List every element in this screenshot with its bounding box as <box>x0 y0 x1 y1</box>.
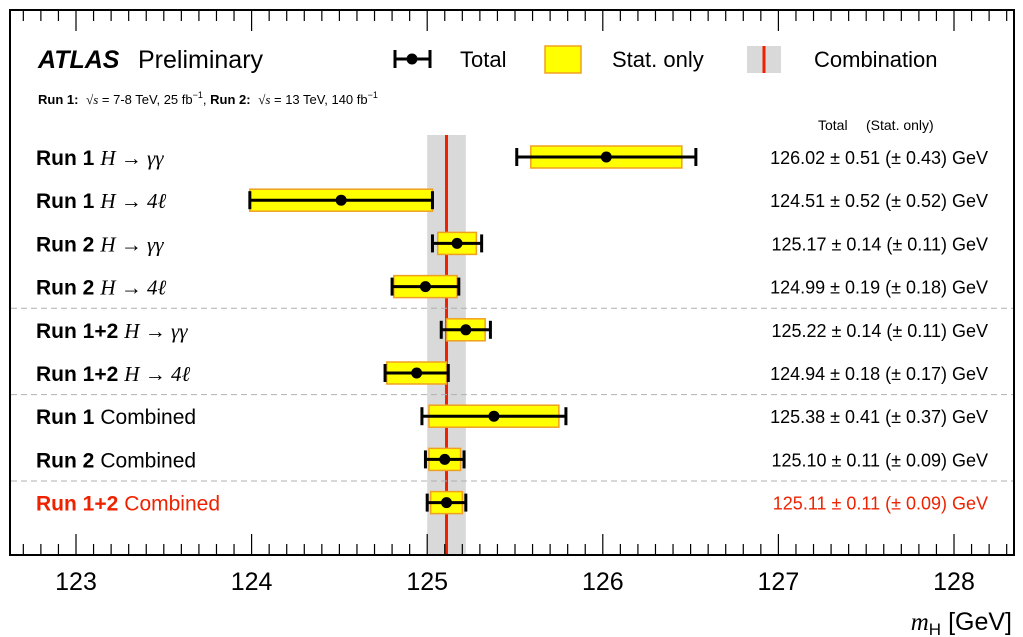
column-header: Total (Stat. only) <box>818 117 934 133</box>
row-value-text: 125.10 ± 0.11 (± 0.09) GeV <box>771 450 988 470</box>
row-run-label: Run 1 <box>36 406 95 429</box>
row-channel-label: Combined <box>124 493 220 516</box>
x-tick-label: 126 <box>582 568 624 596</box>
legend-total-label: Total <box>460 47 506 72</box>
row-run-label: Run 1+2 <box>36 320 118 343</box>
row-channel-label: H → γγ <box>99 146 164 170</box>
x-tick-label: 127 <box>758 568 800 596</box>
row-run-label: Run 1+2 <box>36 493 118 516</box>
x-axis: 123 124 125 126 127 128 <box>22 11 1008 596</box>
row-value-text: 125.11 ± 0.11 (± 0.09) GeV <box>773 494 988 514</box>
row-channel-label: Combined <box>100 406 196 429</box>
subtitle-run2-label: Run 2: <box>210 92 250 107</box>
data-row: Run 1+2 H → 4ℓ 124.94 ± 0.18 (± 0.17) GeV <box>36 361 988 386</box>
row-label: Run 1 Combined <box>36 406 196 429</box>
row-label: Run 1+2 Combined <box>36 493 220 516</box>
status-label: Preliminary <box>138 46 264 74</box>
data-row: Run 1+2 H → γγ 125.22 ± 0.14 (± 0.11) GeV <box>36 318 988 343</box>
x-tick-label: 125 <box>406 568 448 596</box>
data-point <box>460 324 472 336</box>
row-run-label: Run 2 <box>36 277 94 300</box>
legend-stat-swatch <box>544 45 582 74</box>
x-tick-label: 123 <box>55 568 97 596</box>
x-tick-label: 128 <box>933 568 975 596</box>
row-value-text: 124.51 ± 0.52 (± 0.52) GeV <box>770 191 988 211</box>
legend: Total Stat. only Combination <box>393 45 938 74</box>
combination-band-layer <box>427 135 466 554</box>
legend-total-marker <box>393 50 432 68</box>
row-value-text: 125.38 ± 0.41 (± 0.37) GeV <box>770 407 988 427</box>
row-value-text: 126.02 ± 0.51 (± 0.43) GeV <box>770 148 988 168</box>
row-value-text: 124.99 ± 0.19 (± 0.18) GeV <box>770 278 988 298</box>
data-row: Run 1 Combined 125.38 ± 0.41 (± 0.37) GeV <box>36 404 988 429</box>
row-channel-label: H → 4ℓ <box>123 362 190 386</box>
row-channel-label: H → 4ℓ <box>99 189 166 213</box>
data-row: Run 1+2 Combined 125.11 ± 0.11 (± 0.09) Ge… <box>36 490 988 516</box>
subtitle: Run 1: √s = 7-8 TeV, 25 fb−1, Run 2: √s … <box>38 90 378 107</box>
x-axis-label: mH [GeV] <box>911 608 1012 637</box>
subtitle-sqrt-s-1: √s <box>86 92 98 107</box>
subtitle-separator: , <box>203 92 210 107</box>
row-channel-label: Combined <box>100 449 196 472</box>
title-block: ATLAS Preliminary <box>37 46 264 74</box>
subtitle-run1-label: Run 1: <box>38 92 78 107</box>
subtitle-sqrt-s-2: √s <box>258 92 270 107</box>
legend-combination-label: Combination <box>814 47 938 72</box>
row-value-text: 125.22 ± 0.14 (± 0.11) GeV <box>771 321 988 341</box>
subtitle-run1-energy: = 7-8 TeV, 25 fb <box>98 92 192 107</box>
legend-stat-label: Stat. only <box>612 47 704 72</box>
subtitle-run2-exponent: −1 <box>368 90 378 100</box>
row-label: Run 2 Combined <box>36 449 196 472</box>
data-point <box>488 410 500 422</box>
row-channel-label: H → γγ <box>123 319 188 343</box>
row-channel-label: H → 4ℓ <box>99 276 166 300</box>
subtitle-run2-energy: = 13 TeV, 140 fb <box>270 92 367 107</box>
column-header-total: Total <box>818 117 848 133</box>
x-axis-subscript: H <box>929 620 941 637</box>
data-point <box>600 151 612 163</box>
row-value-text: 124.94 ± 0.18 (± 0.17) GeV <box>770 364 988 384</box>
data-row: Run 2 Combined 125.10 ± 0.11 (± 0.09) GeV <box>36 447 988 472</box>
plot-frame <box>9 9 1015 556</box>
x-axis-symbol: m <box>911 609 929 636</box>
row-run-label: Run 1 <box>36 190 95 213</box>
row-run-label: Run 1+2 <box>36 363 118 386</box>
row-run-label: Run 2 <box>36 233 94 256</box>
row-run-label: Run 1 <box>36 147 95 170</box>
data-point <box>411 367 423 379</box>
experiment-label: ATLAS <box>37 46 120 74</box>
row-label: Run 1+2 H → γγ <box>36 319 188 343</box>
data-point <box>451 237 463 249</box>
subtitle-run1-exponent: −1 <box>193 90 203 100</box>
row-label: Run 1+2 H → 4ℓ <box>36 362 190 386</box>
row-value-text: 125.17 ± 0.14 (± 0.11) GeV <box>771 234 988 254</box>
row-run-label: Run 2 <box>36 449 94 472</box>
data-point <box>439 453 451 465</box>
column-header-stat: (Stat. only) <box>866 117 934 133</box>
row-channel-label: H → γγ <box>99 232 164 256</box>
separator-layer <box>11 307 1013 482</box>
x-tick-label: 124 <box>231 568 273 596</box>
data-point <box>335 194 347 206</box>
data-point <box>441 497 453 509</box>
x-axis-unit: [GeV] <box>948 608 1012 636</box>
data-point <box>419 281 431 293</box>
